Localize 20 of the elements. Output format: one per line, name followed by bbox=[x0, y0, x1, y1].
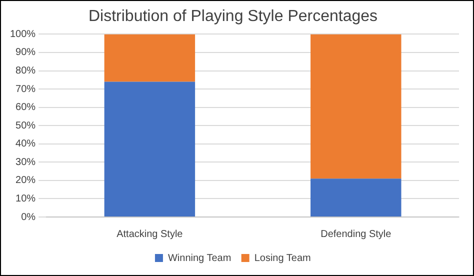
y-tick-label: 60% bbox=[16, 102, 36, 114]
bar bbox=[104, 82, 196, 216]
y-tick-label: 50% bbox=[16, 120, 36, 132]
y-tick-label: 80% bbox=[16, 66, 36, 77]
y-tick-label: 40% bbox=[16, 138, 36, 150]
bar bbox=[310, 178, 402, 216]
x-tick-label: Attacking Style bbox=[116, 228, 184, 240]
y-tick-label: 0% bbox=[21, 212, 36, 223]
x-tick-label: Defending Style bbox=[320, 228, 392, 240]
y-tick-label: 10% bbox=[16, 193, 36, 204]
y-tick-label: 20% bbox=[16, 175, 36, 186]
y-tick-label: 100% bbox=[10, 28, 36, 40]
bar bbox=[310, 34, 402, 179]
legend-label: Winning Team bbox=[168, 252, 232, 264]
y-tick-label: 70% bbox=[16, 84, 36, 95]
chart-title: Distribution of Playing Style Percentages bbox=[88, 8, 378, 26]
bar bbox=[104, 34, 196, 82]
y-tick-label: 90% bbox=[16, 47, 36, 58]
y-tick-label: 30% bbox=[16, 156, 36, 168]
legend-label: Losing Team bbox=[254, 252, 311, 264]
